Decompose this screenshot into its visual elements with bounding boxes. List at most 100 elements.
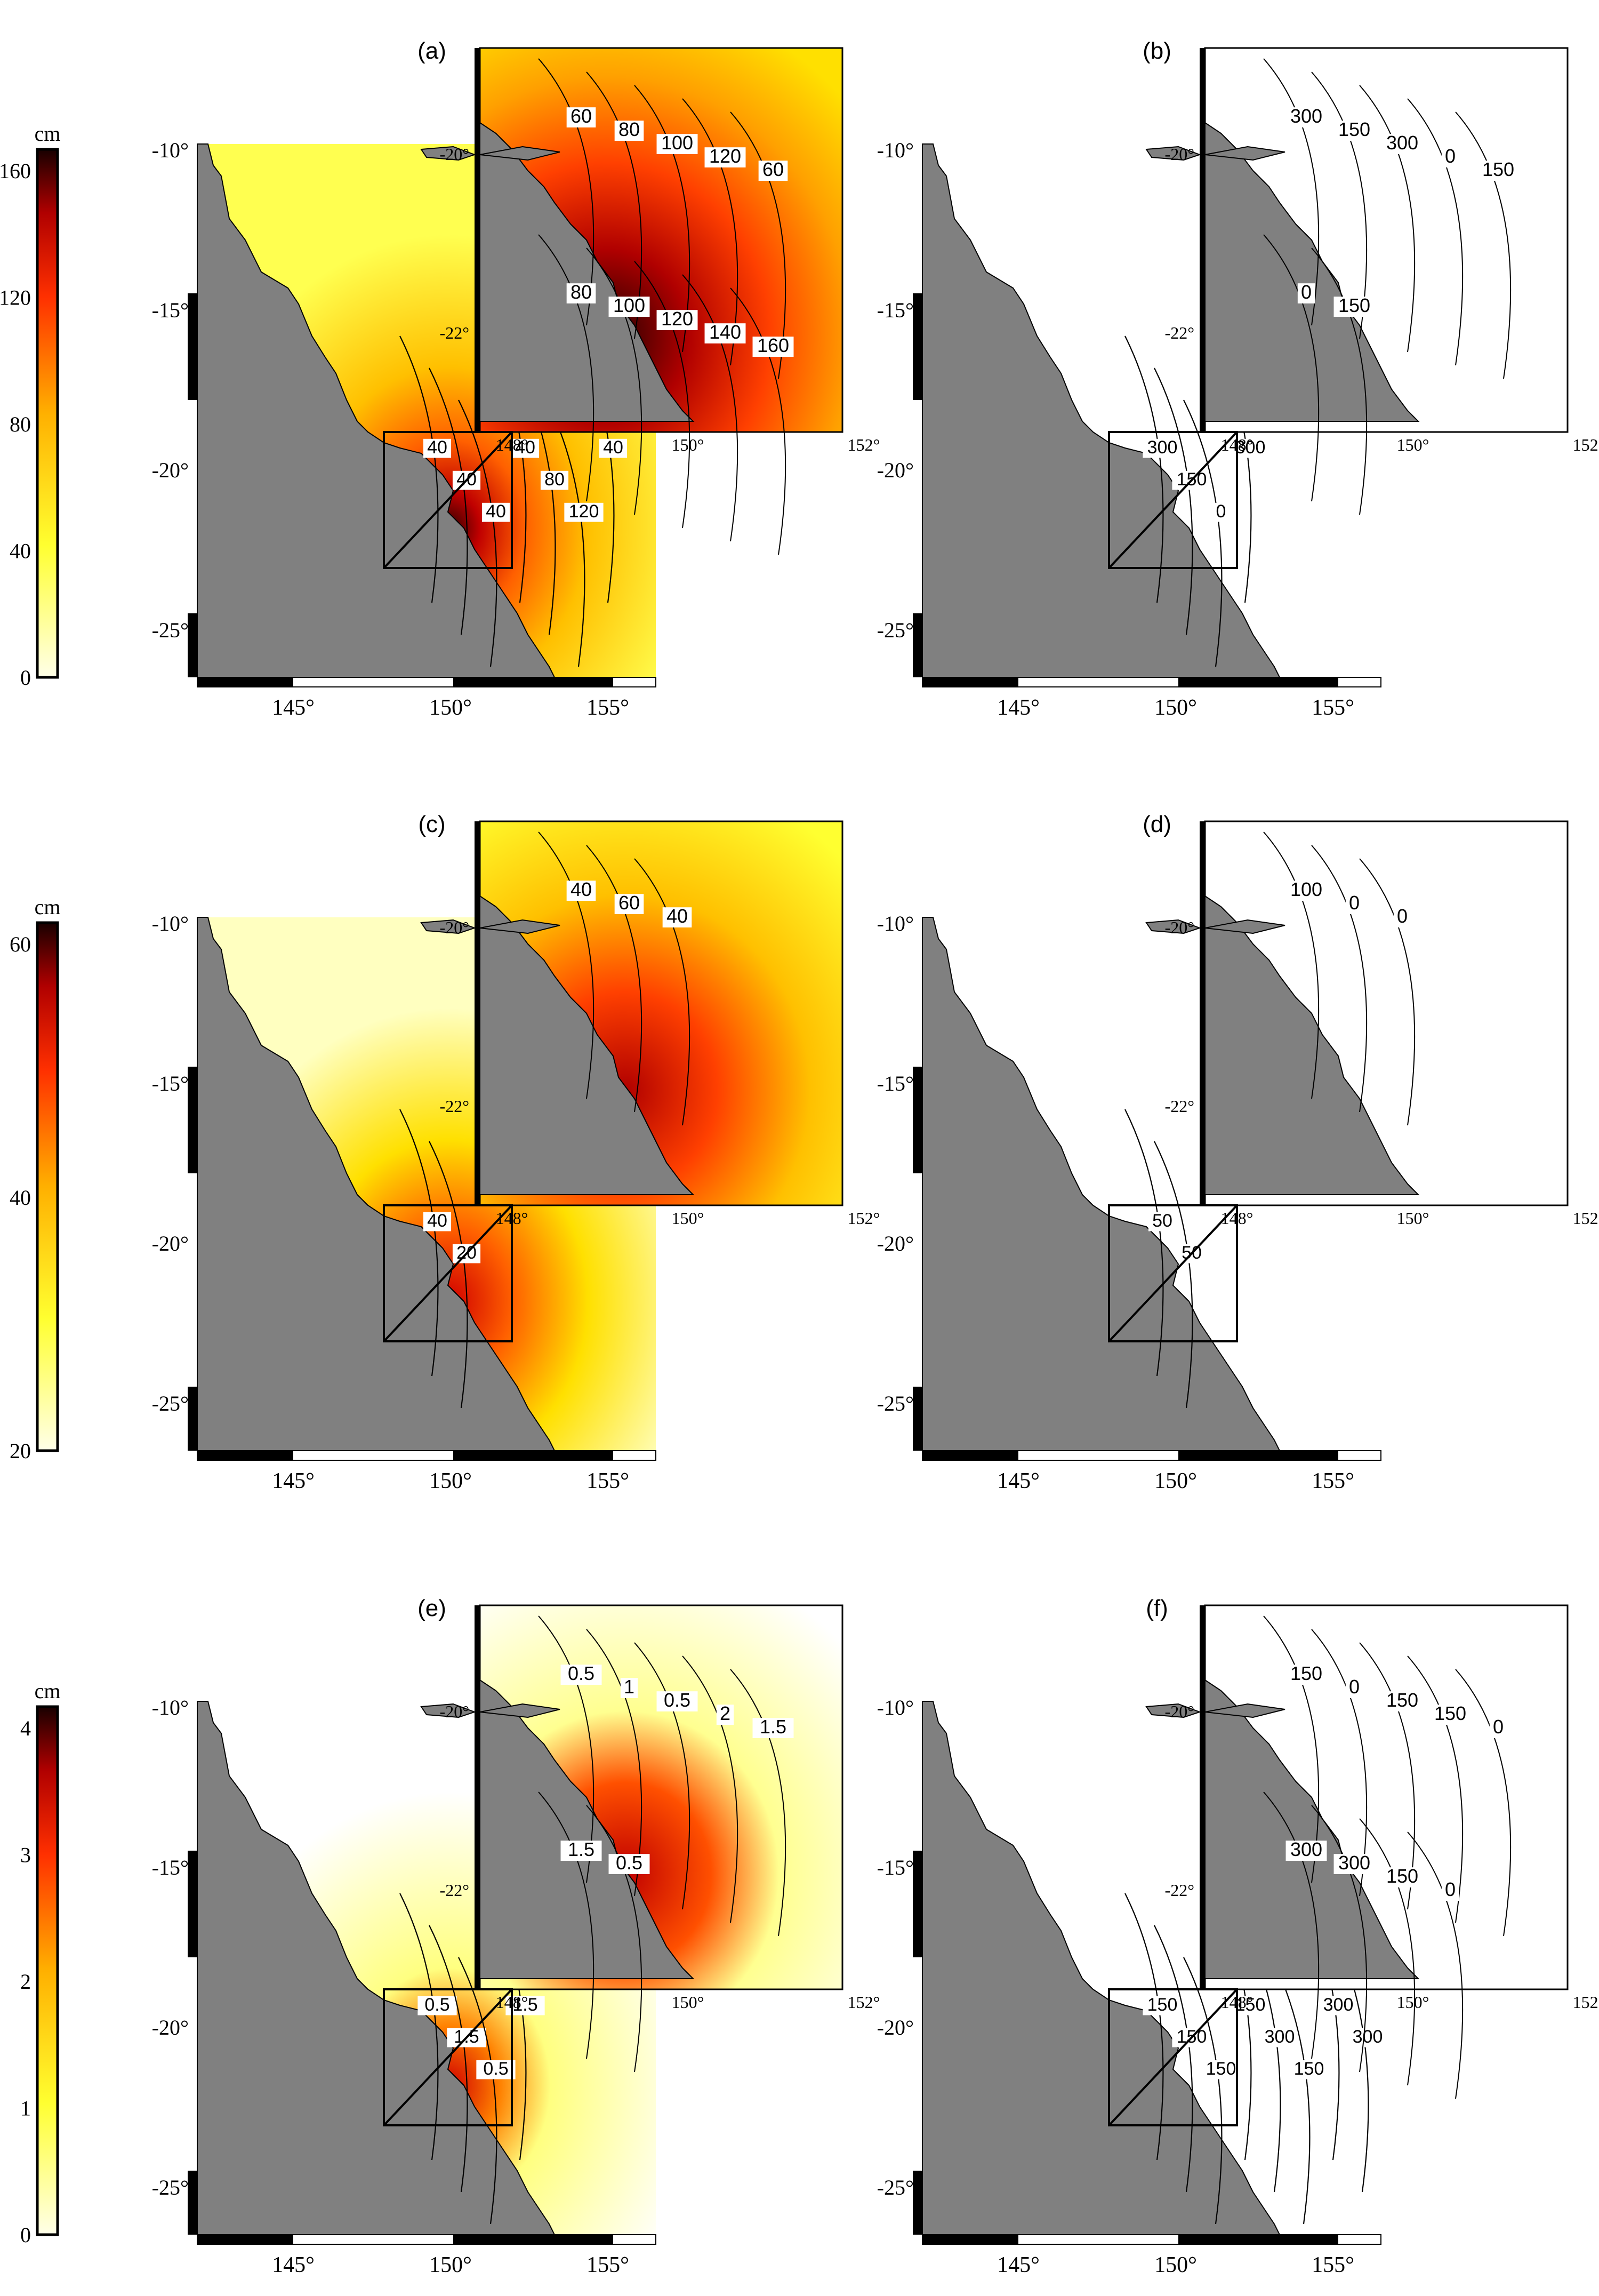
contour-label-box xyxy=(1333,121,1375,141)
contour-line xyxy=(1311,1805,1368,2073)
panel-label: (a) xyxy=(417,38,446,64)
contour-line xyxy=(1263,1615,1320,1883)
inset-axis-bar xyxy=(475,821,480,1205)
contour-label-box xyxy=(1285,1665,1327,1685)
panel-e: 0.51.50.51.50.510.521.51.50.5-10°-15°-20… xyxy=(152,1595,880,2277)
contour-line xyxy=(1311,1629,1368,1897)
lon-tick: 150° xyxy=(1154,1469,1197,1493)
inset-locator xyxy=(383,431,513,569)
contour-label-box xyxy=(540,470,569,490)
colorbar-tick: 120 xyxy=(0,286,31,310)
contour-line xyxy=(634,261,690,529)
land-mass xyxy=(197,1701,556,2235)
inset-lat-tick: -20° xyxy=(1165,918,1194,937)
contour-label: 0.5 xyxy=(424,1995,449,2015)
colorbar-tick: 3 xyxy=(20,1843,31,1867)
inset-lon-tick: 152° xyxy=(1573,1993,1599,2012)
lon-tick: 145° xyxy=(272,2253,315,2277)
inset-lon-tick: 150° xyxy=(1397,1993,1429,2012)
contour-label: 300 xyxy=(1147,437,1178,458)
contour-line xyxy=(1359,1642,1416,1910)
lon-tick: 145° xyxy=(997,2253,1040,2277)
contour-label: 150 xyxy=(1338,118,1370,140)
inset-lon-tick: 148° xyxy=(496,435,528,454)
contour-label: 60 xyxy=(571,105,592,127)
inset-axis-bar xyxy=(1200,821,1205,1205)
contour-label: 40 xyxy=(666,905,688,927)
contour-label: 100 xyxy=(1290,878,1322,900)
inset-land xyxy=(1204,895,1420,1195)
lat-tick: -10° xyxy=(877,138,914,162)
contour-label: 150 xyxy=(1235,1995,1266,2015)
contour-label-box xyxy=(1297,283,1315,303)
colorbar-tick: 160 xyxy=(0,159,31,183)
inset-land xyxy=(1204,122,1420,422)
contour-label: 120 xyxy=(709,145,741,167)
contour-line xyxy=(538,1791,594,2059)
contour-label-box xyxy=(511,438,540,458)
lon-scale-black xyxy=(1178,677,1338,687)
contour-label: 120 xyxy=(661,308,693,330)
contour-label: 50 xyxy=(1152,1211,1172,1231)
contour-label-box xyxy=(1477,161,1519,181)
contour-label: 0.5 xyxy=(616,1852,642,1874)
land-mass xyxy=(922,143,1281,678)
lon-tick: 155° xyxy=(586,1469,629,1493)
lat-tick: -15° xyxy=(877,298,914,322)
inset-axis-bar xyxy=(1200,48,1205,432)
lat-tick: -25° xyxy=(152,618,189,642)
contour-label: 150 xyxy=(1206,2059,1236,2079)
colorbar-tick: 0 xyxy=(20,2223,31,2247)
inset-lon-tick: 150° xyxy=(672,1209,704,1228)
inset-island xyxy=(479,1703,560,1718)
lon-tick: 150° xyxy=(429,2253,472,2277)
inset-locator xyxy=(1108,1204,1238,1342)
inset-lat-tick: -20° xyxy=(1165,1702,1194,1721)
contour-label: 1.5 xyxy=(512,1995,537,2015)
lat-tick: -20° xyxy=(877,2015,914,2039)
lat-tick: -20° xyxy=(877,458,914,482)
contour-line xyxy=(730,287,786,555)
contour-line xyxy=(682,1655,738,1923)
contour-label: 300 xyxy=(1386,132,1418,154)
contour-label-box xyxy=(1345,894,1363,914)
contour-label: 0.5 xyxy=(568,1662,594,1684)
contour-label: 150 xyxy=(1386,1865,1418,1887)
inset-land xyxy=(1204,1679,1420,1979)
contour-label-box xyxy=(614,894,644,914)
colorbar-tick: 20 xyxy=(10,1439,31,1463)
contour-label-box xyxy=(1201,2060,1241,2079)
lon-scale-black xyxy=(1178,2235,1338,2244)
contour-label-box xyxy=(566,881,596,901)
contour-line xyxy=(682,274,738,542)
contour-label-box xyxy=(481,502,510,522)
colorbar-tick: 80 xyxy=(10,412,31,436)
inset-lat-tick: -22° xyxy=(440,1097,469,1116)
contour-label-box xyxy=(566,107,596,127)
colorbar-unit: cm xyxy=(35,122,61,146)
contour-label-box xyxy=(704,147,746,167)
contour-line xyxy=(1263,831,1320,1099)
contour-label: 0 xyxy=(1397,905,1408,927)
colorbar-ramp xyxy=(36,921,59,1452)
lat-tick: -15° xyxy=(877,1855,914,1879)
contour-label-box xyxy=(1285,107,1327,127)
lat-scale-black xyxy=(188,1851,197,1957)
lat-scale-black xyxy=(188,293,197,400)
lat-scale-black xyxy=(188,1387,197,1451)
inset-locator xyxy=(383,1204,513,1342)
contour-line xyxy=(730,111,786,379)
lon-scale-black xyxy=(922,2235,1018,2244)
contour-label-box xyxy=(1289,2060,1329,2079)
contour-label: 80 xyxy=(544,469,565,490)
contour-line xyxy=(586,247,642,515)
colorbar-tick: 2 xyxy=(20,1970,31,1994)
contour-label-box xyxy=(1393,907,1411,927)
contour-label: 150 xyxy=(1482,158,1514,180)
contour-label-box xyxy=(1381,1867,1423,1887)
land-mass xyxy=(922,1701,1281,2235)
contour-label: 0 xyxy=(1216,501,1226,522)
panel-b: 300150030030015030001500150-10°-15°-20°-… xyxy=(877,38,1599,720)
inset-lat-tick: -22° xyxy=(1165,323,1194,342)
